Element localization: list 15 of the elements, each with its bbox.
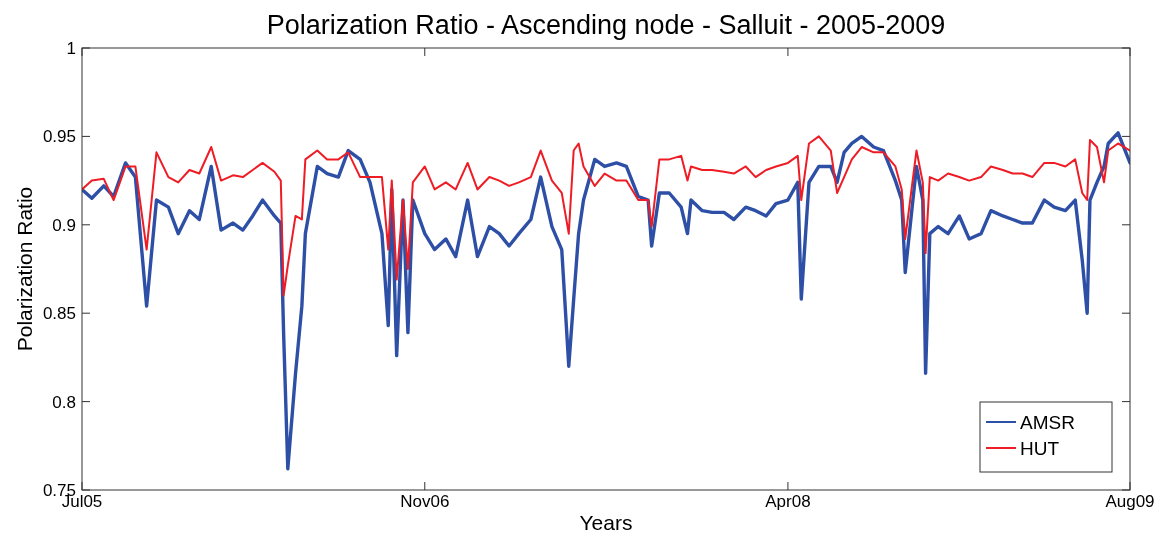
y-tick-label: 0.9 [52,215,76,235]
y-tick-label: 0.95 [42,127,76,147]
x-tick-label: Apr08 [765,492,811,511]
line-series [82,131,1130,471]
y-tick-label: 1 [66,39,76,58]
chart-title: Polarization Ratio - Ascending node - Salluit - 2005-2009 [266,10,946,40]
x-tick-label: Nov06 [400,492,450,511]
y-tick-label: 0.8 [52,392,76,412]
x-axis-title: Years [579,511,633,534]
y-axis-title: Polarization Ratio [13,186,36,352]
legend-label: AMSR [1020,412,1075,433]
legend-label: HUT [1020,438,1060,459]
x-tick-label: Aug09 [1105,492,1155,511]
y-tick-label: 0.85 [42,304,76,324]
line-series [82,135,1130,297]
